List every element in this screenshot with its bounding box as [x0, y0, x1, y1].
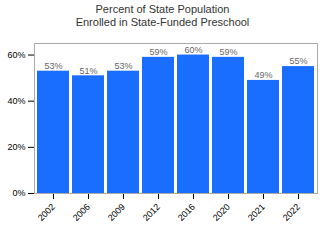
- svg-text:60%: 60%: [7, 50, 25, 60]
- svg-text:51%: 51%: [79, 66, 97, 76]
- html-text:Percent of State Population En: Percent of State Population Enrolled in …: [75, 3, 250, 28]
- svg-text:2021: 2021: [246, 202, 267, 223]
- svg-text:2009: 2009: [106, 202, 127, 223]
- svg-text:2002: 2002: [36, 202, 57, 223]
- svg-text:2006: 2006: [71, 202, 92, 223]
- svg-text:2016: 2016: [176, 202, 197, 223]
- svg-text:49%: 49%: [254, 70, 272, 80]
- svg-text:60%: 60%: [184, 45, 202, 55]
- svg-text:0%: 0%: [12, 188, 25, 198]
- svg-text:20%: 20%: [7, 142, 25, 152]
- svg-text:53%: 53%: [114, 61, 132, 71]
- svg-text:2022: 2022: [281, 202, 302, 223]
- svg-text:55%: 55%: [289, 56, 307, 66]
- svg-text:53%: 53%: [44, 61, 62, 71]
- svg-text:2020: 2020: [211, 202, 232, 223]
- svg-text:59%: 59%: [219, 47, 237, 57]
- svg-text:40%: 40%: [7, 96, 25, 106]
- svg-text:59%: 59%: [149, 47, 167, 57]
- svg-text:2012: 2012: [141, 202, 162, 223]
